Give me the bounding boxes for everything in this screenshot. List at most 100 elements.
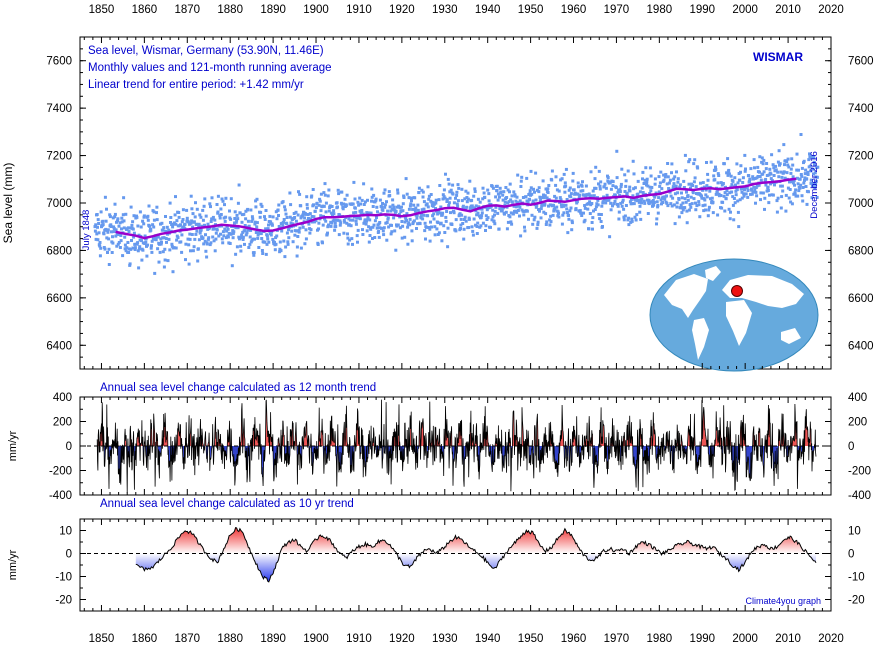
monthly-point: [273, 241, 276, 244]
monthly-point: [222, 234, 226, 238]
monthly-point: [475, 225, 479, 228]
monthly-point: [475, 213, 479, 217]
monthly-point: [702, 209, 706, 213]
monthly-point: [388, 194, 392, 197]
monthly-point: [811, 182, 815, 185]
monthly-point: [470, 204, 474, 208]
monthly-point: [773, 183, 776, 187]
monthly-point: [559, 203, 563, 207]
monthly-point: [692, 180, 696, 184]
monthly-point: [206, 222, 210, 226]
monthly-point: [243, 242, 246, 246]
monthly-point: [188, 232, 192, 236]
bottom-y-tick-label-left: 10: [59, 526, 72, 538]
monthly-point: [579, 189, 583, 193]
monthly-point: [535, 226, 539, 230]
monthly-point: [508, 215, 512, 219]
monthly-point: [590, 221, 594, 224]
monthly-point: [739, 170, 742, 174]
monthly-point: [429, 220, 432, 224]
monthly-point: [628, 200, 632, 204]
monthly-point: [666, 162, 670, 165]
monthly-point: [774, 168, 778, 172]
station-location-marker: [731, 285, 743, 297]
monthly-point: [197, 238, 201, 242]
x-tick-label-top: 1950: [518, 4, 544, 16]
monthly-point: [381, 208, 385, 212]
monthly-point: [193, 215, 197, 219]
monthly-point: [327, 188, 331, 192]
monthly-point: [137, 266, 141, 270]
monthly-point: [295, 229, 299, 233]
top-y-tick-label-right: 6800: [848, 245, 874, 257]
credit-label: Climate4you graph: [745, 596, 821, 606]
monthly-point: [799, 133, 803, 136]
monthly-point: [539, 216, 543, 220]
x-tick-label-top: 1900: [303, 4, 329, 16]
monthly-point: [678, 183, 682, 187]
monthly-point: [485, 218, 489, 221]
monthly-point: [270, 223, 274, 227]
monthly-point: [591, 227, 594, 231]
monthly-point: [108, 215, 112, 219]
monthly-point: [750, 192, 754, 196]
monthly-point: [444, 215, 448, 219]
monthly-point: [564, 203, 568, 207]
x-tick-label-bottom: 1980: [647, 633, 673, 645]
bottom-y-tick-label-left: -20: [55, 595, 72, 607]
monthly-point: [753, 188, 757, 192]
monthly-point: [363, 200, 367, 204]
monthly-point: [371, 205, 375, 208]
monthly-point: [637, 198, 641, 202]
monthly-point: [482, 191, 486, 195]
monthly-point: [604, 186, 608, 190]
monthly-point: [460, 187, 464, 191]
monthly-point: [523, 225, 526, 229]
monthly-point: [663, 175, 667, 179]
monthly-point: [409, 196, 413, 200]
monthly-point: [596, 203, 600, 207]
monthly-point: [417, 191, 421, 195]
top-y-tick-label-right: 6600: [848, 293, 874, 305]
monthly-point: [632, 172, 636, 176]
monthly-point: [194, 232, 198, 236]
monthly-point: [259, 232, 263, 236]
monthly-point: [433, 225, 437, 229]
monthly-point: [616, 204, 620, 208]
monthly-point: [653, 195, 657, 199]
monthly-point: [780, 184, 784, 188]
monthly-point: [371, 237, 374, 240]
bottom-panel-frame: [79, 518, 832, 612]
monthly-point: [802, 159, 806, 163]
monthly-point: [200, 224, 204, 228]
monthly-point: [197, 225, 201, 229]
monthly-point: [642, 199, 646, 203]
monthly-point: [791, 175, 795, 179]
monthly-point: [768, 193, 771, 197]
monthly-point: [648, 185, 652, 189]
monthly-point: [533, 215, 537, 219]
monthly-point: [543, 194, 547, 198]
monthly-point: [624, 204, 628, 207]
monthly-point: [361, 228, 364, 232]
monthly-point: [703, 203, 707, 207]
monthly-point: [754, 190, 758, 194]
monthly-point: [383, 203, 387, 207]
monthly-point: [206, 237, 210, 241]
monthly-point: [658, 181, 662, 185]
monthly-point: [336, 205, 339, 209]
monthly-point: [606, 176, 610, 179]
monthly-point: [693, 176, 697, 180]
monthly-point: [352, 211, 356, 215]
monthly-point: [94, 223, 98, 227]
monthly-point: [391, 203, 395, 207]
monthly-point: [166, 232, 170, 236]
monthly-point: [404, 177, 408, 181]
monthly-point: [240, 233, 244, 237]
monthly-point: [588, 200, 592, 204]
monthly-point: [311, 220, 314, 224]
monthly-point: [355, 216, 359, 220]
monthly-point: [375, 226, 379, 230]
monthly-point: [720, 206, 724, 210]
middle-y-tick-label-right: 0: [848, 441, 854, 453]
